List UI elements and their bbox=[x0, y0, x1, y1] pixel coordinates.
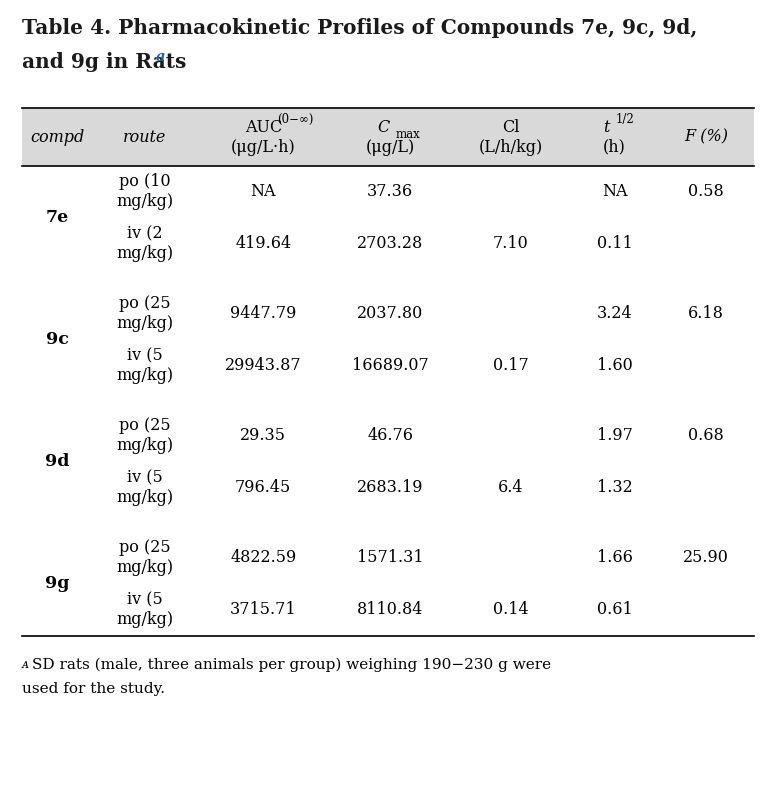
Text: mg/kg): mg/kg) bbox=[116, 490, 173, 506]
Text: 1.66: 1.66 bbox=[597, 550, 632, 567]
Text: 9447.79: 9447.79 bbox=[230, 305, 296, 323]
Text: mg/kg): mg/kg) bbox=[116, 316, 173, 333]
Text: po (25: po (25 bbox=[119, 295, 171, 312]
Text: ᴀ: ᴀ bbox=[22, 658, 29, 671]
Text: 6.18: 6.18 bbox=[688, 305, 724, 323]
Text: mg/kg): mg/kg) bbox=[116, 560, 173, 576]
Text: mg/kg): mg/kg) bbox=[116, 367, 173, 385]
Text: 2683.19: 2683.19 bbox=[357, 480, 424, 496]
Text: mg/kg): mg/kg) bbox=[116, 246, 173, 262]
Text: C: C bbox=[377, 119, 390, 136]
Text: 0.11: 0.11 bbox=[597, 236, 632, 253]
Text: Table 4. Pharmacokinetic Profiles of Compounds 7e, 9c, 9d,: Table 4. Pharmacokinetic Profiles of Com… bbox=[22, 18, 698, 38]
Text: 0.58: 0.58 bbox=[688, 184, 724, 200]
Text: SD rats (male, three animals per group) weighing 190−230 g were: SD rats (male, three animals per group) … bbox=[32, 658, 551, 673]
Text: 6.4: 6.4 bbox=[498, 480, 524, 496]
Text: NA: NA bbox=[251, 184, 276, 200]
Text: 37.36: 37.36 bbox=[367, 184, 413, 200]
Text: and 9g in Rats: and 9g in Rats bbox=[22, 52, 186, 72]
Text: mg/kg): mg/kg) bbox=[116, 193, 173, 210]
Text: 1.32: 1.32 bbox=[597, 480, 632, 496]
Text: 1.97: 1.97 bbox=[597, 428, 632, 444]
Text: 1/2: 1/2 bbox=[615, 114, 635, 126]
Text: max: max bbox=[396, 127, 421, 141]
Text: 2037.80: 2037.80 bbox=[357, 305, 423, 323]
Text: 0.17: 0.17 bbox=[493, 357, 528, 374]
Text: 9g: 9g bbox=[45, 575, 70, 593]
Text: mg/kg): mg/kg) bbox=[116, 437, 173, 455]
Text: po (10: po (10 bbox=[119, 173, 171, 191]
Bar bbox=[22, 108, 754, 166]
Text: 419.64: 419.64 bbox=[235, 236, 291, 253]
Text: 16689.07: 16689.07 bbox=[352, 357, 428, 374]
Text: iv (5: iv (5 bbox=[126, 348, 162, 364]
Text: (L/h/kg): (L/h/kg) bbox=[479, 138, 543, 155]
Text: 796.45: 796.45 bbox=[235, 480, 291, 496]
Text: 0.68: 0.68 bbox=[688, 428, 724, 444]
Text: 0.14: 0.14 bbox=[493, 601, 528, 619]
Text: 0.61: 0.61 bbox=[597, 601, 632, 619]
Text: AUC: AUC bbox=[244, 119, 282, 136]
Text: (0−∞): (0−∞) bbox=[277, 112, 314, 126]
Text: mg/kg): mg/kg) bbox=[116, 612, 173, 629]
Text: 9d: 9d bbox=[45, 454, 70, 470]
Text: F (%): F (%) bbox=[684, 129, 728, 145]
Text: 2703.28: 2703.28 bbox=[357, 236, 423, 253]
Text: 3.24: 3.24 bbox=[597, 305, 632, 323]
Text: used for the study.: used for the study. bbox=[22, 682, 165, 696]
Text: 1571.31: 1571.31 bbox=[357, 550, 424, 567]
Text: 25.90: 25.90 bbox=[683, 550, 729, 567]
Text: 9c: 9c bbox=[46, 331, 69, 349]
Text: 3715.71: 3715.71 bbox=[230, 601, 296, 619]
Text: Cl: Cl bbox=[502, 119, 519, 136]
Text: 7e: 7e bbox=[46, 210, 69, 227]
Text: 8110.84: 8110.84 bbox=[357, 601, 423, 619]
Text: NA: NA bbox=[602, 184, 628, 200]
Text: 29.35: 29.35 bbox=[241, 428, 286, 444]
Text: (h): (h) bbox=[603, 138, 626, 155]
Text: (μg/L·h): (μg/L·h) bbox=[230, 138, 296, 155]
Text: 29943.87: 29943.87 bbox=[225, 357, 302, 374]
Text: po (25: po (25 bbox=[119, 418, 171, 435]
Text: po (25: po (25 bbox=[119, 539, 171, 557]
Text: 46.76: 46.76 bbox=[367, 428, 413, 444]
Text: iv (2: iv (2 bbox=[127, 225, 162, 243]
Text: 7.10: 7.10 bbox=[493, 236, 528, 253]
Text: iv (5: iv (5 bbox=[126, 592, 162, 608]
Text: (μg/L): (μg/L) bbox=[365, 138, 414, 155]
Text: a: a bbox=[156, 50, 165, 64]
Text: route: route bbox=[123, 129, 166, 145]
Text: 1.60: 1.60 bbox=[597, 357, 632, 374]
Text: iv (5: iv (5 bbox=[126, 469, 162, 487]
Text: compd: compd bbox=[30, 129, 85, 145]
Text: t: t bbox=[604, 119, 610, 136]
Text: 4822.59: 4822.59 bbox=[230, 550, 296, 567]
